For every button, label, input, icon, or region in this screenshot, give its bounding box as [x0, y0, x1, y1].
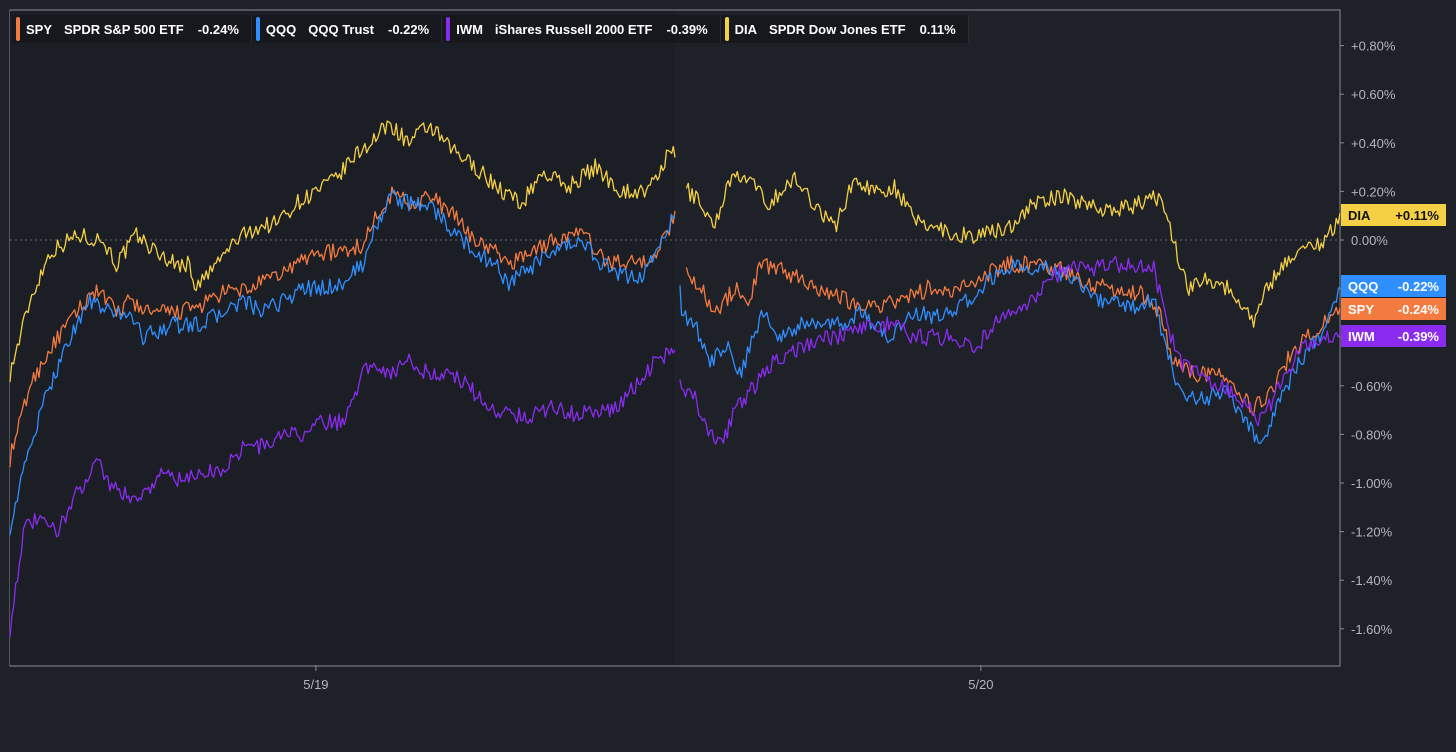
- price-badge-iwm: IWM -0.39%: [1341, 325, 1446, 347]
- legend-name: SPDR Dow Jones ETF: [769, 21, 906, 37]
- y-tick-label: -0.60%: [1351, 379, 1393, 394]
- price-badge-dia: DIA +0.11%: [1341, 204, 1446, 226]
- y-tick-label: -1.20%: [1351, 525, 1393, 540]
- price-badge-bg: [1341, 298, 1446, 320]
- y-tick-label: -0.80%: [1351, 427, 1393, 442]
- series-line-dia[interactable]: [9, 120, 1341, 383]
- price-badge-bg: [1341, 275, 1446, 297]
- legend-item-spy[interactable]: SPY SPDR S&P 500 ETF -0.24%: [12, 15, 252, 43]
- price-badge-ticker: QQQ: [1348, 279, 1378, 294]
- session-shade: [10, 11, 675, 665]
- y-tick-label: +0.80%: [1351, 39, 1396, 54]
- legend-item-iwm[interactable]: IWM iShares Russell 2000 ETF -0.39%: [442, 15, 721, 43]
- legend-ticker: QQQ: [265, 21, 297, 37]
- legend-name: QQQ Trust: [308, 21, 374, 37]
- y-tick-label: +0.20%: [1351, 184, 1396, 199]
- legend-change: -0.24%: [197, 21, 239, 37]
- legend: SPY SPDR S&P 500 ETF -0.24% QQQ QQQ Trus…: [12, 15, 969, 43]
- legend-swatch-qqq: [255, 17, 260, 41]
- price-badge-spy: SPY -0.24%: [1341, 298, 1446, 320]
- legend-swatch-spy: [16, 17, 20, 41]
- y-tick-label: +0.40%: [1351, 136, 1396, 151]
- series-layer: [9, 120, 1341, 638]
- price-badge-value: -0.24%: [1398, 302, 1440, 317]
- y-tick-label: -1.00%: [1351, 476, 1393, 491]
- price-badge-qqq: QQQ -0.22%: [1341, 275, 1446, 297]
- price-badge-bg: [1341, 204, 1446, 226]
- price-badge-value: +0.11%: [1395, 208, 1439, 223]
- legend-swatch-dia: [724, 17, 729, 41]
- x-tick-label: 5/19: [303, 677, 328, 692]
- price-badges: DIA +0.11% QQQ -0.22% SPY -0.24% IWM -0.39%: [1341, 204, 1446, 347]
- price-badge-value: -0.39%: [1398, 329, 1440, 344]
- price-badge-value: -0.22%: [1398, 279, 1440, 294]
- legend-item-dia[interactable]: DIA SPDR Dow Jones ETF 0.11%: [720, 15, 969, 43]
- legend-change: -0.39%: [666, 21, 708, 37]
- legend-ticker: SPY: [26, 21, 53, 37]
- series-line-iwm[interactable]: [9, 255, 1341, 638]
- legend-ticker: DIA: [734, 21, 758, 37]
- x-tick-label: 5/20: [968, 677, 993, 692]
- legend-change: 0.11%: [919, 21, 956, 37]
- x-axis: 5/19 5/20: [303, 665, 994, 692]
- legend-swatch-iwm: [446, 17, 451, 41]
- price-badge-ticker: IWM: [1348, 329, 1375, 344]
- y-tick-label: +0.60%: [1351, 87, 1396, 102]
- y-tick-label: -1.60%: [1351, 622, 1393, 637]
- price-badge-ticker: SPY: [1348, 302, 1374, 317]
- legend-ticker: IWM: [456, 21, 483, 37]
- legend-item-qqq[interactable]: QQQ QQQ Trust -0.22%: [251, 15, 443, 43]
- price-badge-bg: [1341, 325, 1446, 347]
- legend-change: -0.22%: [388, 21, 430, 37]
- legend-name: SPDR S&P 500 ETF: [64, 21, 184, 37]
- y-tick-label: 0.00%: [1351, 233, 1388, 248]
- legend-name: iShares Russell 2000 ETF: [494, 21, 653, 37]
- y-tick-label: -1.40%: [1351, 573, 1393, 588]
- price-badge-ticker: DIA: [1348, 208, 1371, 223]
